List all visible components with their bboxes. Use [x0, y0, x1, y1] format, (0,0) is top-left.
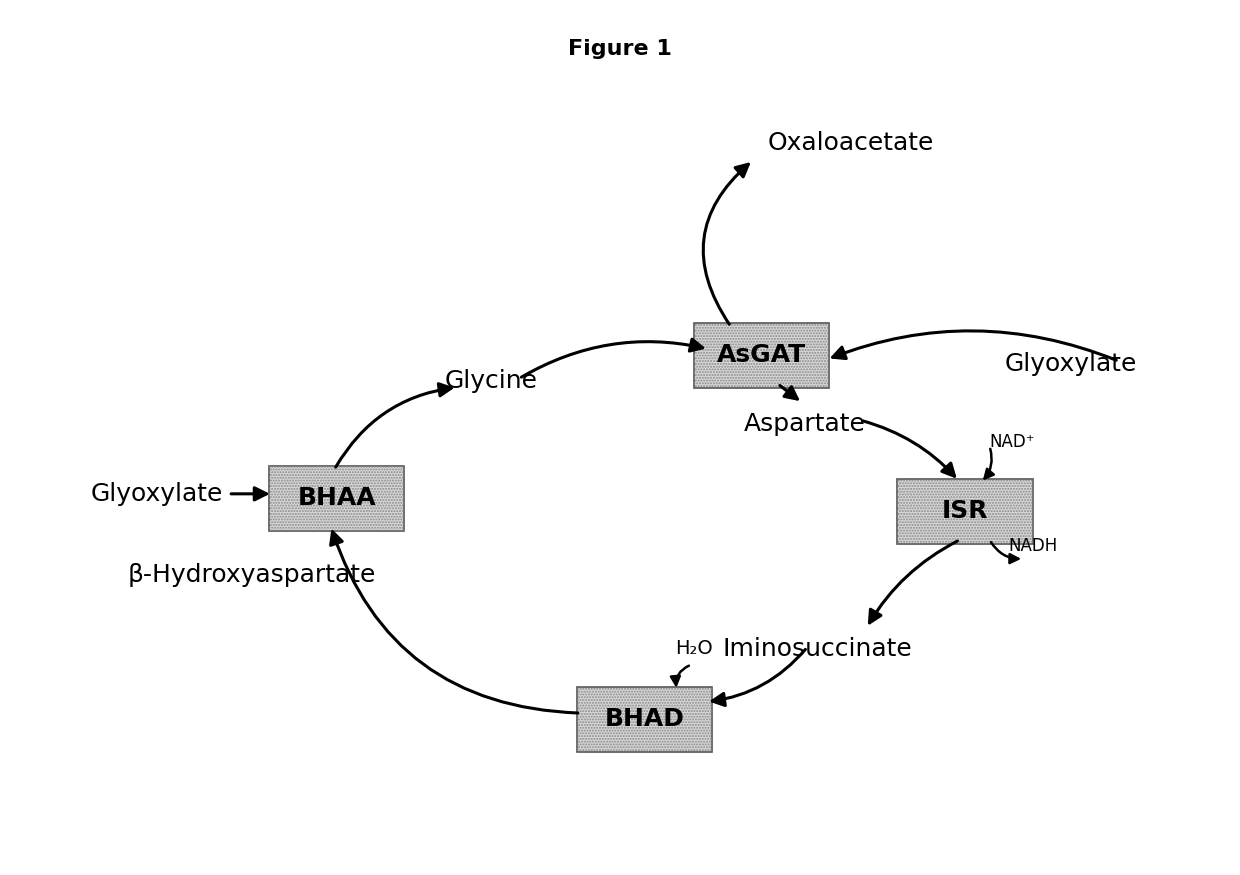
- Text: BHAA: BHAA: [298, 487, 376, 510]
- Text: ISR: ISR: [941, 499, 988, 523]
- FancyBboxPatch shape: [269, 466, 404, 530]
- FancyBboxPatch shape: [897, 479, 1033, 543]
- Text: H₂O: H₂O: [675, 640, 713, 659]
- Text: Figure 1: Figure 1: [568, 38, 672, 59]
- Text: Glycine: Glycine: [444, 369, 537, 393]
- Text: Iminosuccinate: Iminosuccinate: [722, 637, 911, 661]
- FancyBboxPatch shape: [577, 687, 712, 752]
- FancyBboxPatch shape: [694, 323, 830, 388]
- Text: Glyoxylate: Glyoxylate: [91, 482, 223, 506]
- Text: AsGAT: AsGAT: [717, 343, 806, 368]
- Text: β-Hydroxyaspartate: β-Hydroxyaspartate: [128, 564, 376, 587]
- Text: BHAD: BHAD: [605, 707, 684, 731]
- Text: Glyoxylate: Glyoxylate: [1004, 352, 1137, 376]
- Text: Oxaloacetate: Oxaloacetate: [768, 131, 934, 155]
- Text: NAD⁺: NAD⁺: [990, 433, 1035, 451]
- Text: NADH: NADH: [1008, 537, 1058, 555]
- Text: Aspartate: Aspartate: [744, 411, 866, 436]
